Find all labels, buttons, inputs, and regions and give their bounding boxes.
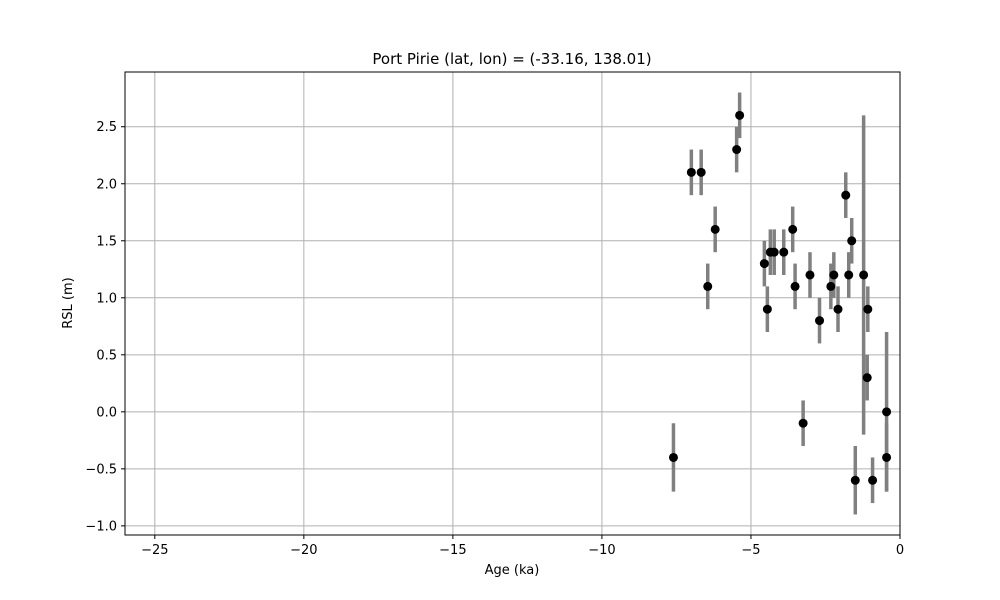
data-point — [882, 407, 892, 417]
x-tick-label: −10 — [588, 543, 615, 558]
data-point — [696, 167, 706, 177]
data-point — [833, 304, 843, 314]
data-point — [826, 281, 836, 291]
y-tick-label: −0.5 — [85, 462, 117, 477]
y-tick-label: 0.0 — [96, 405, 117, 420]
data-point — [790, 281, 800, 291]
data-point — [759, 259, 769, 269]
y-axis-label: RSL (m) — [61, 277, 76, 328]
data-point — [841, 190, 851, 200]
x-tick-label: 0 — [896, 543, 904, 558]
y-tick-label: 1.0 — [96, 291, 117, 306]
x-tick-label: −15 — [439, 543, 466, 558]
data-point — [769, 247, 779, 257]
y-tick-label: 1.5 — [96, 234, 117, 249]
x-tick-label: −25 — [141, 543, 168, 558]
y-axis-ticks: −1.0 −0.5 0.0 0.5 1.0 1.5 2.0 2.5 — [85, 120, 125, 534]
data-point — [788, 224, 798, 234]
data-point — [859, 270, 869, 280]
x-tick-label: −20 — [290, 543, 317, 558]
data-point — [844, 270, 854, 280]
data-point — [735, 110, 745, 120]
plot-frame — [124, 71, 901, 536]
chart-title: Port Pirie (lat, lon) = (-33.16, 138.01) — [372, 50, 651, 68]
y-tick-label: 0.5 — [96, 348, 117, 363]
data-point — [829, 270, 839, 280]
data-point — [762, 304, 772, 314]
data-point — [850, 475, 860, 485]
y-tick-label: 2.0 — [96, 177, 117, 192]
data-point — [882, 452, 892, 462]
x-tick-label: −5 — [741, 543, 760, 558]
data-point — [668, 452, 678, 462]
data-point — [703, 281, 713, 291]
data-point — [710, 224, 720, 234]
y-tick-label: 2.5 — [96, 120, 117, 135]
data-point — [862, 373, 872, 383]
y-tick-label: −1.0 — [85, 519, 117, 534]
data-point — [779, 247, 789, 257]
data-point — [805, 270, 815, 280]
data-point — [686, 167, 696, 177]
data-point — [868, 475, 878, 485]
data-point — [847, 236, 857, 246]
x-axis-label: Age (ka) — [485, 563, 540, 578]
data-point — [815, 316, 825, 326]
data-point — [798, 418, 808, 428]
data-point — [732, 145, 742, 155]
data-points — [668, 110, 892, 485]
data-point — [863, 304, 873, 314]
x-axis-ticks: −25 −20 −15 −10 −5 0 — [141, 535, 904, 558]
